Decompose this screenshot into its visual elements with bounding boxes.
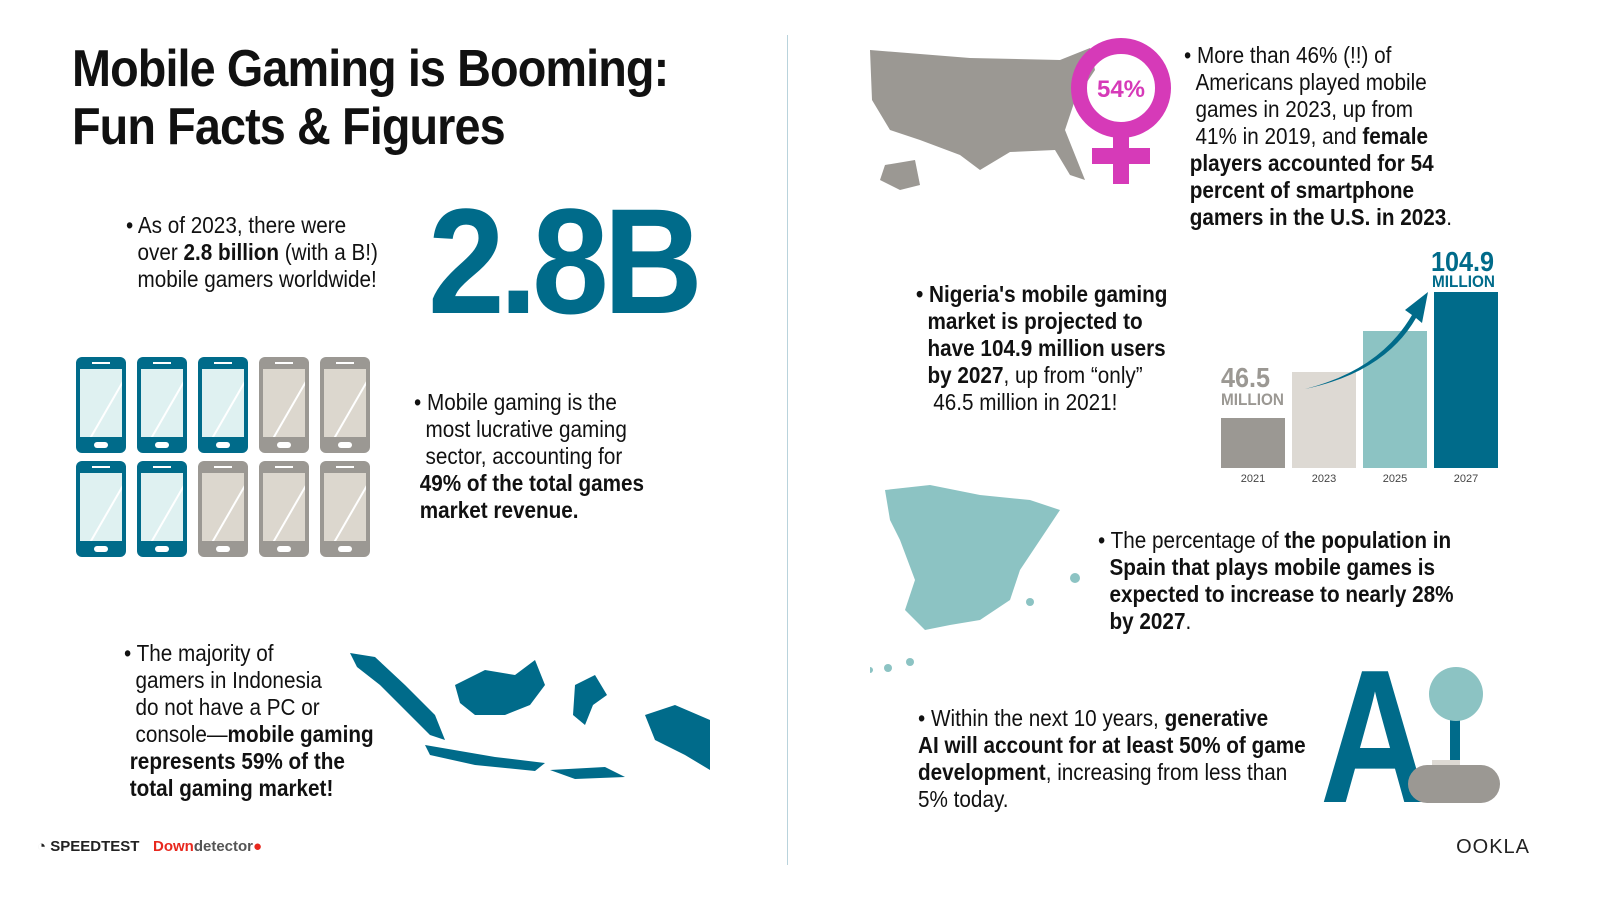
- phone-icon-gray: [259, 357, 309, 453]
- x-tick-label: 2021: [1240, 473, 1266, 485]
- data-label-last: 104.9: [1431, 246, 1495, 277]
- phone-icon-teal: [137, 461, 187, 557]
- unit-label-first: MILLION: [1221, 390, 1284, 409]
- page-title: Mobile Gaming is Booming: Fun Facts & Fig…: [72, 40, 669, 156]
- growth-arrow-icon: [1305, 292, 1428, 389]
- x-tick-label: 2027: [1453, 473, 1479, 485]
- fact-us: • More than 46% (!!) of Americans played…: [1184, 42, 1453, 230]
- female-symbol-icon: 54%: [1071, 38, 1171, 184]
- bar-2025: [1363, 330, 1427, 468]
- fact-spain: • The percentage of the population in Sp…: [1098, 527, 1454, 634]
- ookla-logo: OOKLA: [1456, 836, 1530, 858]
- phone-icon-teal: [76, 461, 126, 557]
- spain-map: [870, 485, 1080, 673]
- fact-nigeria: • Nigeria's mobile gaming market is proj…: [916, 281, 1168, 415]
- indonesia-map: [350, 653, 710, 779]
- nigeria-bar-chart: 46.5 MILLION 104.9 MILLION 2021 2023 2025 2…: [1200, 240, 1520, 490]
- fact-revenue: • Mobile gaming is the most lucrative ga…: [414, 389, 645, 523]
- phone-icon-teal: [137, 357, 187, 453]
- usa-map: [870, 48, 1095, 190]
- x-tick-label: 2023: [1311, 473, 1337, 485]
- phone-icon-gray: [259, 461, 309, 557]
- phone-icon-gray: [198, 461, 248, 557]
- phone-icon-teal: [198, 357, 248, 453]
- bar-2021: [1221, 418, 1285, 468]
- phones-grid: [76, 357, 374, 557]
- unit-label-last: MILLION: [1432, 272, 1495, 291]
- bar-2027: [1434, 292, 1498, 468]
- bar-2023: [1292, 371, 1356, 468]
- speedtest-logo: ◔ SPEEDTEST: [37, 838, 140, 855]
- female-badge: 54%: [1097, 76, 1145, 103]
- downdetector-logo: Downdetector●: [153, 838, 263, 855]
- phone-icon-gray: [320, 461, 370, 557]
- ai-joystick-icon: A: [1320, 660, 1500, 810]
- phone-icon-gray: [320, 357, 370, 453]
- fact-ai: • Within the next 10 years, generative AI…: [918, 705, 1306, 812]
- fact-gamers: • As of 2023, there were over 2.8 billio…: [126, 212, 378, 292]
- big-stat: 2.8B: [428, 177, 703, 345]
- fact-indonesia: • The majority of gamers in Indonesia do…: [124, 640, 374, 801]
- x-tick-label: 2025: [1382, 473, 1408, 485]
- phone-icon-teal: [76, 357, 126, 453]
- divider: [787, 35, 788, 865]
- data-label-first: 46.5: [1221, 362, 1271, 393]
